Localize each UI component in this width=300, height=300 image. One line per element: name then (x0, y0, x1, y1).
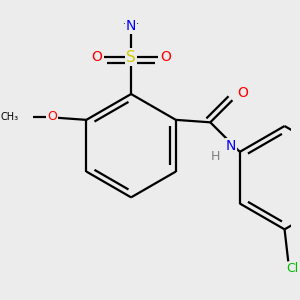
Text: S: S (126, 50, 136, 64)
Text: O: O (47, 110, 57, 123)
Text: O: O (237, 86, 248, 100)
Text: N: N (126, 20, 136, 33)
Text: O: O (91, 50, 102, 64)
Text: N: N (226, 139, 236, 153)
Text: Cl: Cl (286, 262, 298, 275)
Text: O: O (160, 50, 171, 64)
Text: H: H (211, 150, 220, 163)
Text: CH₃: CH₃ (1, 112, 19, 122)
